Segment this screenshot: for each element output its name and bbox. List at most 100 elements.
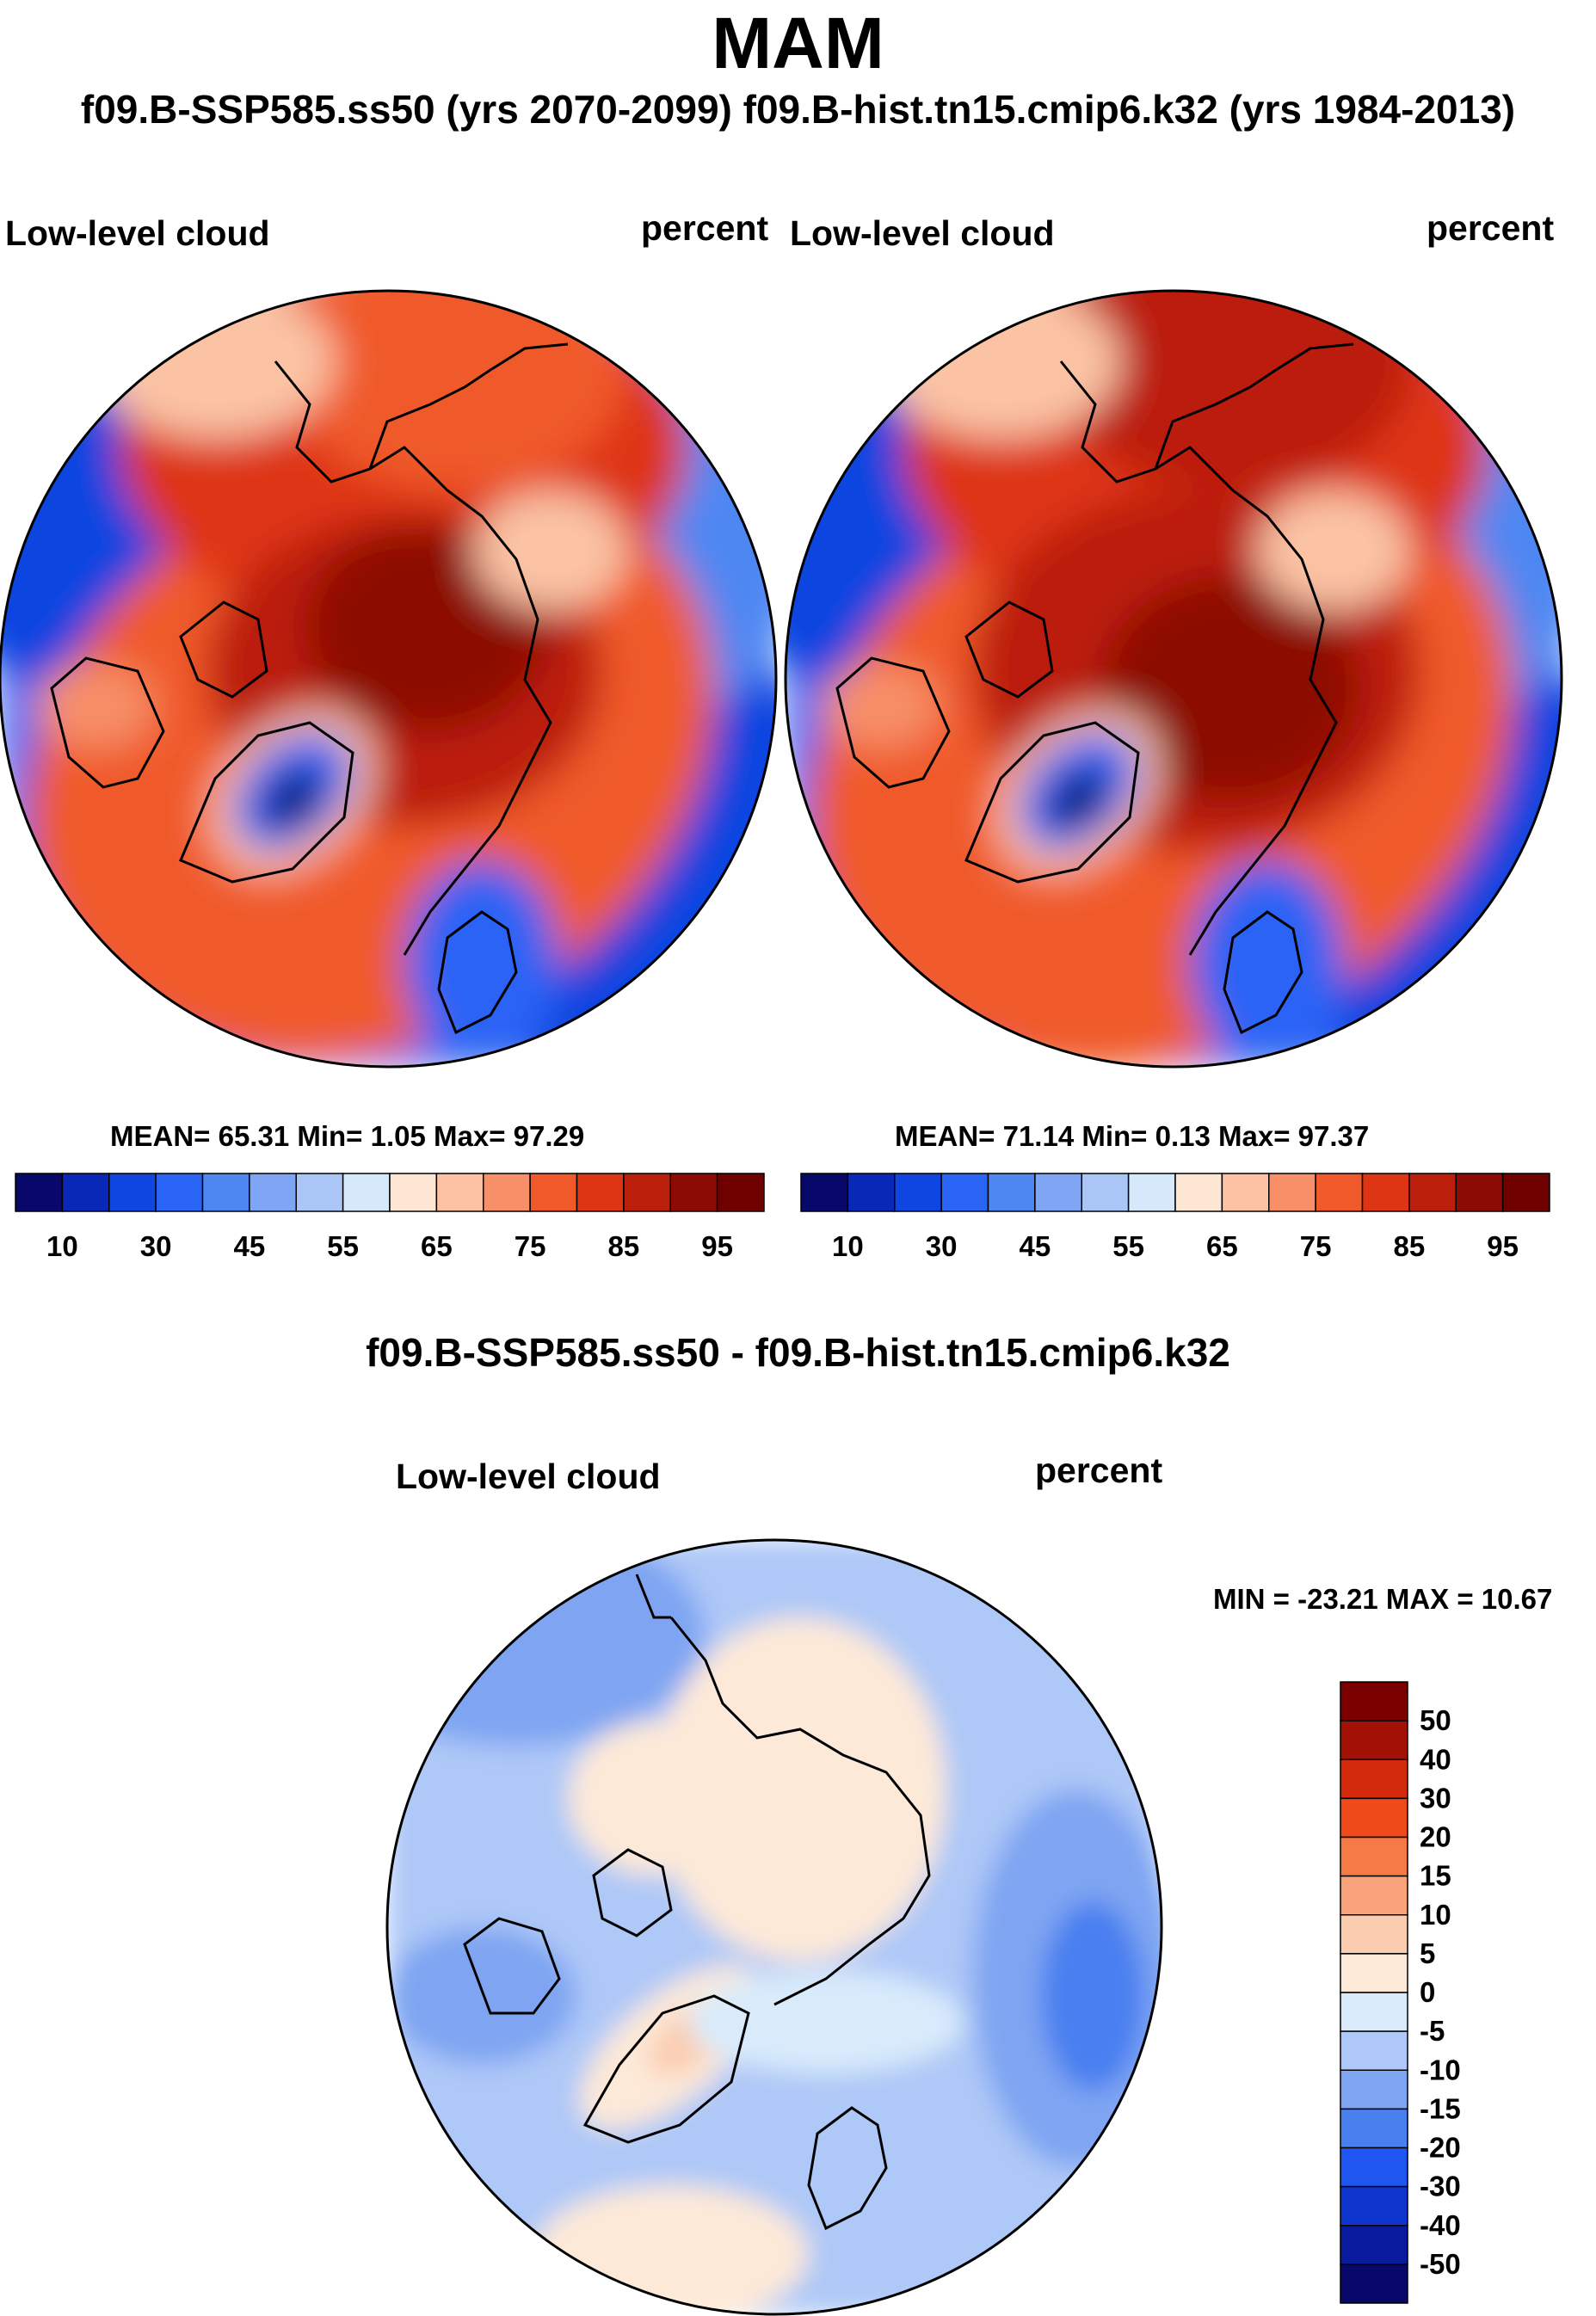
difference-map-field (387, 1540, 1162, 2314)
difference-colorbar-swatch (1340, 2030, 1408, 2071)
figure-title: MAM (712, 3, 884, 83)
difference-colorbar-swatch (1340, 2264, 1408, 2304)
right-colorbar-swatch (1174, 1173, 1223, 1212)
difference-variable-label: Low-level cloud (396, 1457, 661, 1496)
right-colorbar-swatch (1268, 1173, 1316, 1212)
left-colorbar-tick-label: 85 (608, 1230, 640, 1262)
right-colorbar-swatch (1315, 1173, 1364, 1212)
right-colorbar-swatch (1081, 1173, 1130, 1212)
left-panel-variable-label: Low-level cloud (5, 213, 270, 253)
left-colorbar-swatch (716, 1173, 765, 1212)
right-colorbar-swatch (1034, 1173, 1082, 1212)
left-colorbar-tick-label: 55 (327, 1230, 359, 1262)
left-colorbar-swatch (669, 1173, 718, 1212)
difference-colorbar-tick-label: 15 (1420, 1860, 1451, 1892)
difference-map-frame (385, 1538, 1163, 2316)
left-colorbar-tick-label: 30 (140, 1230, 172, 1262)
right-map-field (786, 291, 1562, 1067)
right-colorbar-swatch (1408, 1173, 1457, 1212)
right-colorbar-tick-label: 95 (1487, 1230, 1519, 1262)
right-colorbar-swatch (847, 1173, 896, 1212)
right-colorbar-swatch (800, 1173, 849, 1212)
difference-map-coastlines (463, 1574, 931, 2231)
difference-colorbar-swatch (1340, 1992, 1408, 2032)
right-colorbar-swatch (1501, 1173, 1550, 1212)
difference-map (385, 1538, 1163, 2316)
difference-title: f09.B-SSP585.ss50 - f09.B-hist.tn15.cmip… (366, 1330, 1230, 1375)
left-map (0, 289, 778, 1069)
left-colorbar-tick-label: 65 (421, 1230, 453, 1262)
right-colorbar-swatch (1455, 1173, 1504, 1212)
difference-colorbar-swatch (1340, 2225, 1408, 2265)
difference-colorbar-swatch (1340, 2069, 1408, 2110)
difference-colorbar-tick-label: 50 (1420, 1704, 1451, 1736)
right-colorbar-swatch (987, 1173, 1036, 1212)
difference-colorbar-tick-label: -50 (1420, 2248, 1461, 2280)
right-colorbar-swatch (1221, 1173, 1270, 1212)
difference-colorbar-swatch (1340, 2147, 1408, 2188)
left-colorbar-tick-label: 75 (515, 1230, 546, 1262)
difference-colorbar-tick-label: -5 (1420, 2015, 1445, 2047)
right-colorbar-swatch (940, 1173, 989, 1212)
difference-colorbar-tick-label: -40 (1420, 2209, 1461, 2241)
right-colorbar-swatch (1361, 1173, 1410, 1212)
left-colorbar-swatch (201, 1173, 250, 1212)
difference-colorbar-tick-label: -15 (1420, 2092, 1461, 2124)
left-colorbar-tick-label: 45 (234, 1230, 266, 1262)
difference-colorbar-swatch (1340, 1720, 1408, 1760)
difference-colorbar-swatch (1340, 1914, 1408, 1955)
difference-colorbar-tick-label: 5 (1420, 1937, 1435, 1969)
difference-colorbar-swatch (1340, 2108, 1408, 2149)
left-colorbar-swatch (15, 1173, 64, 1212)
left-colorbar-swatch (435, 1173, 484, 1212)
difference-colorbar-tick-label: -30 (1420, 2171, 1461, 2202)
right-map-frame (784, 289, 1563, 1069)
difference-minmax: MIN = -23.21 MAX = 10.67 (1213, 1583, 1553, 1615)
right-colorbar-tick-label: 65 (1206, 1230, 1238, 1262)
left-colorbar-swatch (61, 1173, 110, 1212)
difference-colorbar-tick-label: 30 (1420, 1782, 1451, 1814)
right-colorbar-tick-label: 75 (1300, 1230, 1332, 1262)
right-panel-stats: MEAN= 71.14 Min= 0.13 Max= 97.37 (895, 1120, 1370, 1152)
left-colorbar-swatch (249, 1173, 297, 1212)
left-colorbar-swatch (483, 1173, 531, 1212)
right-colorbar-tick-label: 45 (1020, 1230, 1051, 1262)
left-colorbar-swatch (389, 1173, 438, 1212)
left-panel-units-label: percent (641, 208, 769, 248)
left-colorbar-tick-label: 10 (46, 1230, 78, 1262)
left-colorbar-swatch (623, 1173, 671, 1212)
right-colorbar-tick-label: 55 (1112, 1230, 1144, 1262)
difference-colorbar-swatch (1340, 1875, 1408, 1916)
left-colorbar-swatch (295, 1173, 344, 1212)
difference-units-label: percent (1035, 1451, 1163, 1490)
right-colorbar-swatch (1127, 1173, 1176, 1212)
difference-colorbar-swatch (1340, 1797, 1408, 1839)
difference-colorbar-swatch (1340, 1759, 1408, 1800)
left-colorbar-swatch (529, 1173, 578, 1212)
left-map-field (0, 291, 776, 1067)
right-colorbar: 10 30 45 55 65 75 85 95 (800, 1173, 1550, 1262)
difference-colorbar-tick-label: 20 (1420, 1821, 1451, 1853)
left-colorbar-tick-label: 95 (701, 1230, 733, 1262)
difference-colorbar-swatch (1340, 1953, 1408, 1993)
left-colorbar-swatch (155, 1173, 204, 1212)
right-panel-units-label: percent (1427, 208, 1555, 248)
difference-colorbar-tick-label: 40 (1420, 1743, 1451, 1775)
left-map-coastlines (50, 342, 569, 1035)
figure-subtitle: f09.B-SSP585.ss50 (yrs 2070-2099) f09.B-… (80, 87, 1516, 132)
left-map-frame (0, 289, 778, 1069)
difference-colorbar-tick-label: -20 (1420, 2132, 1461, 2164)
difference-colorbar-tick-label: -10 (1420, 2054, 1461, 2085)
right-colorbar-tick-label: 85 (1394, 1230, 1426, 1262)
left-colorbar: 10 30 45 55 65 75 85 95 (15, 1173, 765, 1262)
difference-colorbar-tick-label: 10 (1420, 1899, 1451, 1931)
difference-colorbar-swatch (1340, 1836, 1408, 1877)
left-colorbar-swatch (342, 1173, 391, 1212)
left-colorbar-swatch (108, 1173, 157, 1212)
right-colorbar-tick-label: 30 (926, 1230, 958, 1262)
left-panel-stats: MEAN= 65.31 Min= 1.05 Max= 97.29 (110, 1120, 585, 1152)
difference-colorbar-swatch (1340, 1681, 1408, 1722)
right-map-coastlines (835, 342, 1354, 1035)
